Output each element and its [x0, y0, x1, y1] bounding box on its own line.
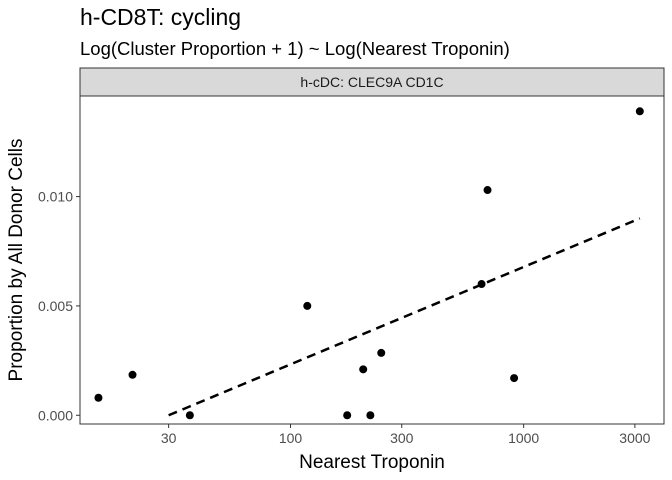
- chart-title: h-CD8T: cycling: [80, 4, 241, 30]
- facet-label: h-cDC: CLEC9A CD1C: [300, 74, 443, 90]
- y-tick-label: 0.010: [38, 189, 73, 205]
- plot-panel: [79, 95, 665, 425]
- data-point: [377, 348, 386, 357]
- trend-line: [168, 217, 641, 417]
- data-point: [366, 411, 375, 420]
- x-tick-label: 100: [279, 430, 303, 446]
- data-point: [483, 186, 492, 195]
- x-tick-label: 1000: [508, 430, 539, 446]
- trend-line-group: [168, 217, 641, 417]
- y-axis: 0.000 0.005 0.010: [38, 189, 80, 423]
- x-axis: 30 100 300 1000 3000: [161, 424, 651, 446]
- chart-subtitle: Log(Cluster Proportion + 1) ~ Log(Neares…: [80, 38, 510, 59]
- data-point: [303, 301, 312, 310]
- data-point: [128, 370, 137, 379]
- data-point: [359, 365, 368, 374]
- y-axis-title: Proportion by All Donor Cells: [6, 139, 27, 382]
- data-point: [635, 107, 644, 116]
- data-point: [477, 280, 486, 289]
- data-point: [94, 393, 103, 402]
- x-tick-label: 3000: [619, 430, 650, 446]
- y-tick-label: 0.005: [38, 298, 73, 314]
- y-tick-label: 0.000: [38, 407, 73, 423]
- x-tick-label: 30: [161, 430, 177, 446]
- data-point: [185, 411, 194, 420]
- data-point: [510, 374, 519, 383]
- x-tick-label: 300: [390, 430, 414, 446]
- points-group: [94, 107, 644, 420]
- x-axis-title: Nearest Troponin: [299, 452, 445, 473]
- facet-strip: [79, 67, 665, 97]
- data-point: [343, 411, 352, 420]
